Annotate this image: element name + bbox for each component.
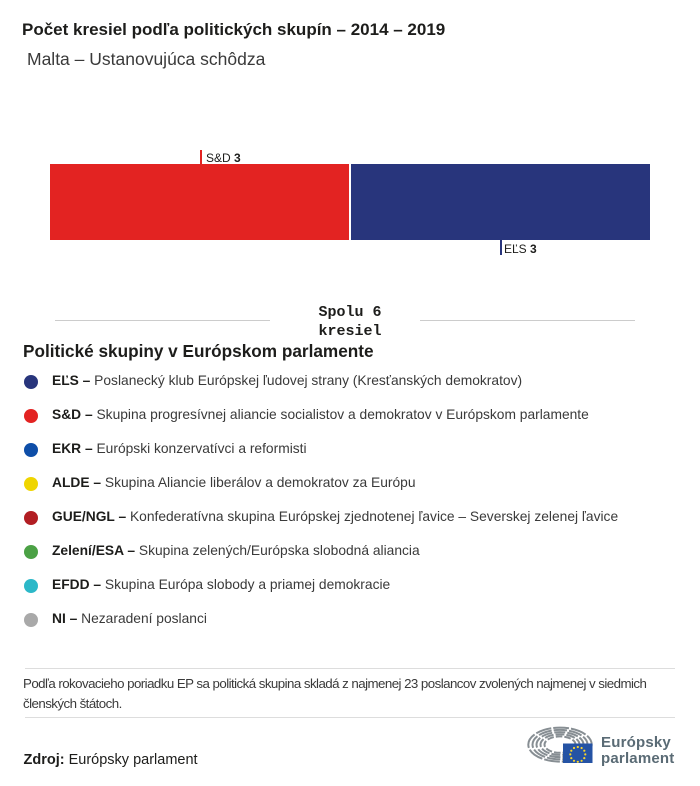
svg-text:Európsky: Európsky	[601, 734, 671, 751]
svg-text:parlament: parlament	[601, 750, 675, 767]
